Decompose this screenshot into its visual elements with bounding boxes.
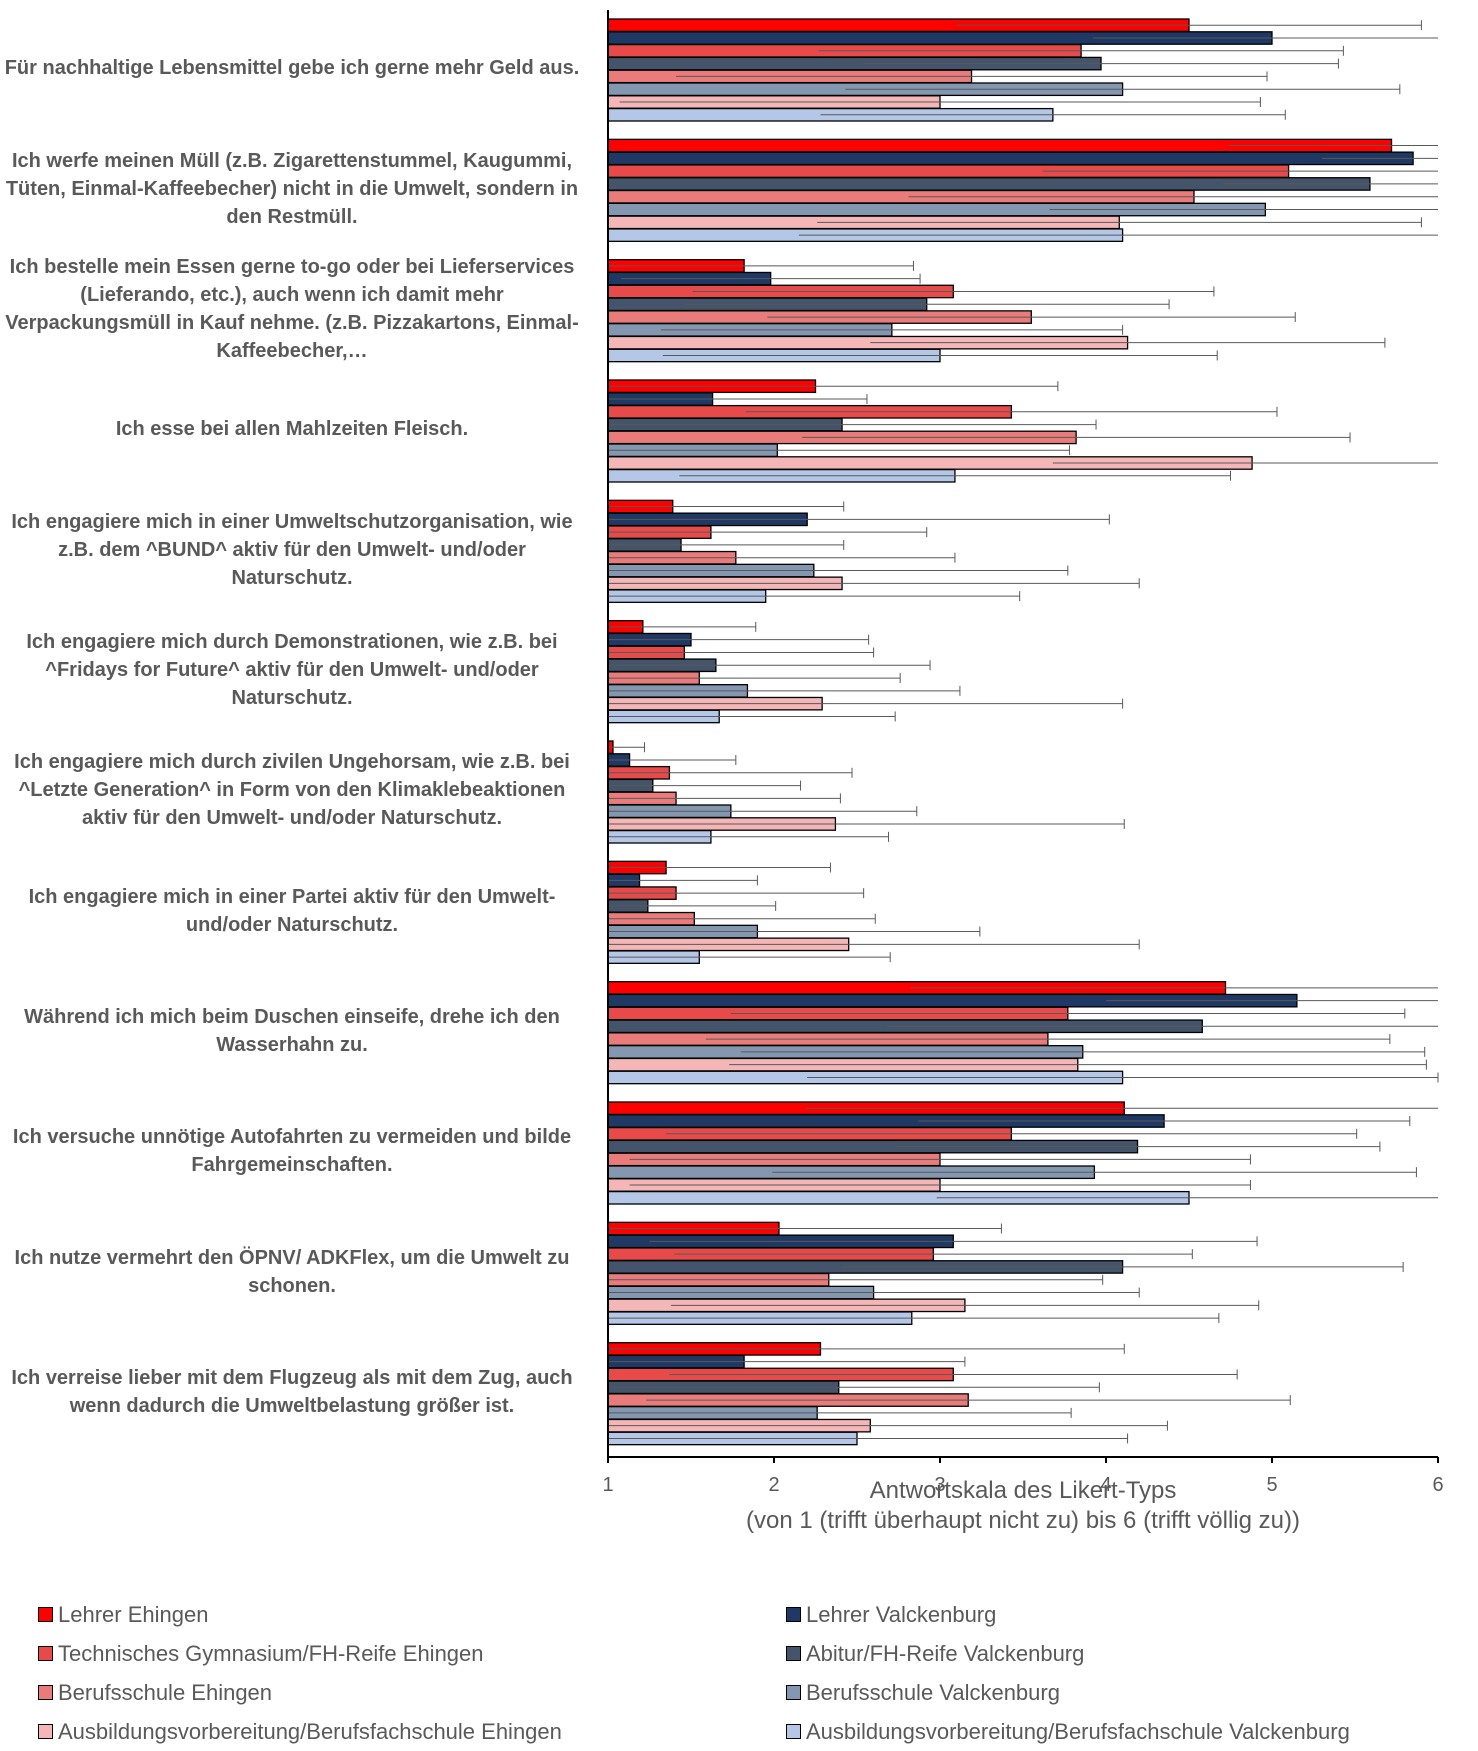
x-axis-title-line1: Antwortskala des Likert-Typs (869, 1477, 1177, 1504)
category-label: Ich engagiere mich durch zivilen Ungehor… (14, 751, 570, 830)
legend-swatch (786, 1724, 801, 1739)
category-label: Ich engagiere mich in einer Partei aktiv… (28, 885, 556, 936)
legend-left-column: Lehrer Ehingen Technisches Gymnasium/FH-R… (38, 1595, 562, 1751)
legend-label: Berufsschule Ehingen (58, 1679, 273, 1705)
legend-swatch (38, 1607, 53, 1622)
legend-swatch (786, 1607, 801, 1622)
category-label: Ich bestelle mein Essen gerne to-go oder… (5, 255, 579, 362)
category-label: Ich versuche unnötige Autofahrten zu ver… (12, 1126, 572, 1177)
x-tick-label: 4 (1100, 1474, 1111, 1496)
category-label: Ich werfe meinen Müll (z.B. Zigarettenst… (5, 149, 579, 228)
legend-label: Lehrer Ehingen (58, 1601, 209, 1627)
legend-label: Abitur/FH-Reife Valckenburg (806, 1640, 1085, 1666)
legend-item: Berufsschule Ehingen (38, 1673, 562, 1712)
legend-swatch (38, 1724, 53, 1739)
category-label: Für nachhaltige Lebensmittel gebe ich ge… (4, 57, 580, 80)
bar (607, 151, 1414, 166)
x-tick-label: 6 (1432, 1474, 1443, 1496)
category-label: Ich engagiere mich durch Demonstrationen… (26, 630, 558, 709)
legend-label: Ausbildungsvorbereitung/Berufsfachschule… (58, 1718, 562, 1744)
x-tick-label: 5 (1266, 1474, 1277, 1496)
legend-item: Lehrer Valckenburg (786, 1595, 1350, 1634)
legend-label: Berufsschule Valckenburg (806, 1679, 1060, 1705)
legend-label: Ausbildungsvorbereitung/Berufsfachschule… (806, 1718, 1350, 1744)
legend-swatch (786, 1685, 801, 1700)
legend-right-column: Lehrer Valckenburg Abitur/FH-Reife Valcke… (786, 1595, 1350, 1751)
category-label: Ich nutze vermehrt den ÖPNV/ ADKFlex, um… (14, 1246, 570, 1297)
legend-item: Technisches Gymnasium/FH-Reife Ehingen (38, 1634, 562, 1673)
legend-item: Ausbildungsvorbereitung/Berufsfachschule… (38, 1712, 562, 1751)
x-tick-label: 2 (768, 1474, 779, 1496)
legend-swatch (786, 1646, 801, 1661)
legend-item: Abitur/FH-Reife Valckenburg (786, 1634, 1350, 1673)
legend-label: Lehrer Valckenburg (806, 1601, 997, 1627)
category-label: Ich verreise lieber mit dem Flugzeug als… (11, 1366, 573, 1417)
category-label: Ich engagiere mich in einer Umweltschutz… (11, 510, 573, 589)
category-label: Ich esse bei allen Mahlzeiten Fleisch. (115, 418, 469, 441)
legend-item: Berufsschule Valckenburg (786, 1673, 1350, 1712)
x-axis-title-line2: (von 1 (trifft überhaupt nicht zu) bis 6… (745, 1507, 1300, 1534)
legend-item: Lehrer Ehingen (38, 1595, 562, 1634)
x-tick-label: 1 (602, 1474, 613, 1496)
legend-swatch (38, 1646, 53, 1661)
legend-swatch (38, 1685, 53, 1700)
category-label: Während ich mich beim Duschen einseife, … (24, 1005, 560, 1056)
legend-label: Technisches Gymnasium/FH-Reife Ehingen (58, 1640, 484, 1666)
x-tick-label: 3 (934, 1474, 945, 1496)
legend-item: Ausbildungsvorbereitung/Berufsfachschule… (786, 1712, 1350, 1751)
x-axis-title: Antwortskala des Likert-Typs (von 1 (tri… (608, 1476, 1438, 1536)
